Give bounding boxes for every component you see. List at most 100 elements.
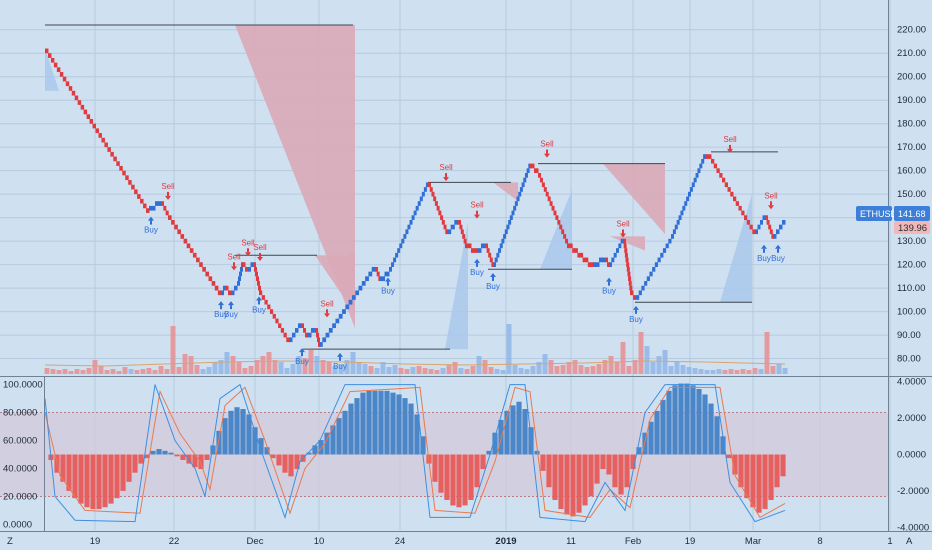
renko-brick-down <box>375 266 378 272</box>
time-axis-label: Dec <box>247 536 264 547</box>
histogram-bar-negative <box>540 454 546 471</box>
sell-zone <box>315 255 355 314</box>
renko-brick-up <box>223 285 226 291</box>
renko-brick-up <box>519 187 523 192</box>
histogram-bar-negative <box>282 454 288 473</box>
renko-brick-down <box>626 262 630 267</box>
buy-arrow-icon <box>148 216 154 221</box>
buy-arrow-stem <box>339 356 341 361</box>
oscillator-right-label: 0.0000 <box>897 450 926 461</box>
histogram-bar-negative <box>198 454 204 470</box>
renko-brick-up <box>292 332 296 338</box>
renko-brick-up <box>760 219 763 225</box>
time-axis-label: 24 <box>395 536 406 547</box>
renko-brick-down <box>489 257 493 263</box>
volume-bar <box>506 324 512 374</box>
renko-brick-up <box>447 229 452 235</box>
renko-brick-down <box>196 257 200 263</box>
histogram-bar-positive <box>396 394 402 455</box>
volume-bar <box>44 368 50 374</box>
volume-bar <box>356 362 362 374</box>
histogram-bar-positive <box>222 418 228 455</box>
volume-bar <box>236 362 242 374</box>
volume-bar <box>536 362 542 374</box>
renko-brick-up <box>231 290 235 296</box>
histogram-bar-positive <box>210 445 216 455</box>
auto-scale-button[interactable]: A <box>906 536 913 547</box>
renko-brick-down <box>125 175 129 181</box>
renko-brick-down <box>471 248 478 253</box>
renko-brick-up <box>652 266 656 272</box>
buy-arrow-icon <box>490 272 496 277</box>
histogram-bar-positive <box>714 416 720 455</box>
histogram-bar-negative <box>288 454 294 477</box>
renko-brick-up <box>391 262 395 267</box>
histogram-bar-negative <box>582 454 588 506</box>
renko-brick-down <box>433 196 437 202</box>
volume-bar <box>662 350 668 374</box>
oscillator-main-line <box>44 383 786 523</box>
histogram-bar-negative <box>192 454 198 468</box>
sell-signal-label: Sell <box>540 140 554 149</box>
buy-arrow-stem <box>150 220 152 225</box>
oscillator-left-label: 100.0000 <box>3 380 43 391</box>
renko-brick-up <box>511 210 515 216</box>
renko-brick-down <box>163 205 167 211</box>
buy-arrow-stem <box>220 305 222 310</box>
volume-bar <box>152 370 158 374</box>
buy-arrow-stem <box>476 262 478 267</box>
renko-brick-down <box>629 285 633 291</box>
histogram-bar-negative <box>564 454 570 515</box>
histogram-bar-negative <box>462 454 468 506</box>
histogram-bar-positive <box>360 392 366 455</box>
volume-bar <box>560 365 566 374</box>
histogram-bar-positive <box>708 403 714 455</box>
renko-brick-down <box>705 154 712 159</box>
histogram-bar-negative <box>114 454 120 499</box>
renko-brick-down <box>555 215 559 220</box>
renko-brick-down <box>211 281 216 286</box>
histogram-bar-positive <box>402 398 408 455</box>
histogram-bar-negative <box>552 454 558 500</box>
price-axis-label: 80.00 <box>897 354 921 365</box>
renko-brick-down <box>752 229 756 235</box>
renko-brick-down <box>625 257 629 263</box>
renko-brick-up <box>688 191 691 197</box>
renko-brick-down <box>541 182 545 188</box>
buy-arrow-icon <box>633 305 639 310</box>
renko-brick-up <box>365 276 369 282</box>
renko-brick-down <box>565 238 569 244</box>
buy-arrow-stem <box>763 248 765 253</box>
renko-brick-up <box>762 215 766 220</box>
histogram-bar-negative <box>768 454 774 500</box>
price-axis-label: 100.00 <box>897 307 926 318</box>
renko-brick-down <box>769 229 773 235</box>
renko-brick-up <box>380 276 385 282</box>
renko-brick-down <box>267 304 271 310</box>
renko-brick-up <box>494 257 498 263</box>
renko-brick-up <box>671 234 674 239</box>
renko-brick-down <box>168 215 172 220</box>
renko-brick-up <box>654 262 659 267</box>
histogram-bar-negative <box>588 454 594 497</box>
price-axis-label: 90.00 <box>897 330 921 341</box>
histogram-bar-negative <box>138 454 144 464</box>
ticker-symbol-bg <box>856 206 892 221</box>
renko-brick-down <box>272 313 276 319</box>
renko-brick-down <box>733 196 737 202</box>
sell-signal-label: Sell <box>470 201 484 210</box>
time-axis-label: 10 <box>314 536 325 547</box>
histogram-bar-negative <box>780 454 786 477</box>
renko-brick-down <box>551 205 555 211</box>
volume-bar <box>140 369 146 374</box>
zoom-button[interactable]: Z <box>7 536 13 547</box>
price-axis-label: 190.00 <box>897 95 926 106</box>
volume-bar <box>524 369 530 374</box>
renko-brick-up <box>509 215 513 220</box>
volume-bar <box>134 370 140 374</box>
histogram-bar-negative <box>180 454 186 460</box>
renko-brick-up <box>616 248 619 253</box>
oscillator-pane[interactable] <box>0 383 888 523</box>
